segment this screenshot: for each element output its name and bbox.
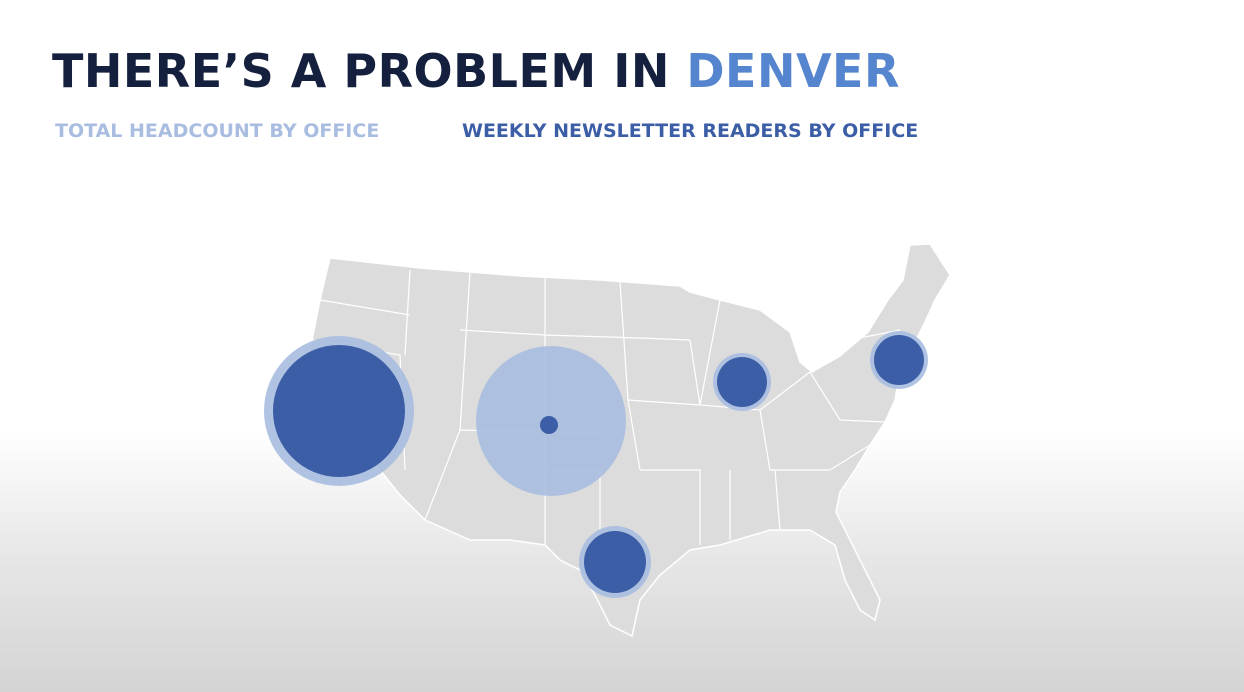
page-title: THERE’S A PROBLEM IN DENVER — [52, 44, 900, 98]
title-highlight: DENVER — [686, 44, 900, 98]
bubble-denver[interactable] — [476, 346, 626, 496]
bubble-california[interactable] — [264, 336, 414, 486]
us-outline — [304, 243, 951, 638]
title-text: THERE’S A PROBLEM IN — [52, 44, 687, 98]
bubble-chicago[interactable] — [713, 353, 771, 411]
legend-readers: WEEKLY NEWSLETTER READERS BY OFFICE — [462, 120, 919, 142]
legend-headcount: TOTAL HEADCOUNT BY OFFICE — [55, 120, 380, 142]
bubble-houston[interactable] — [579, 526, 651, 598]
bubble-new-york[interactable] — [870, 331, 928, 389]
office-bubbles — [264, 331, 928, 598]
